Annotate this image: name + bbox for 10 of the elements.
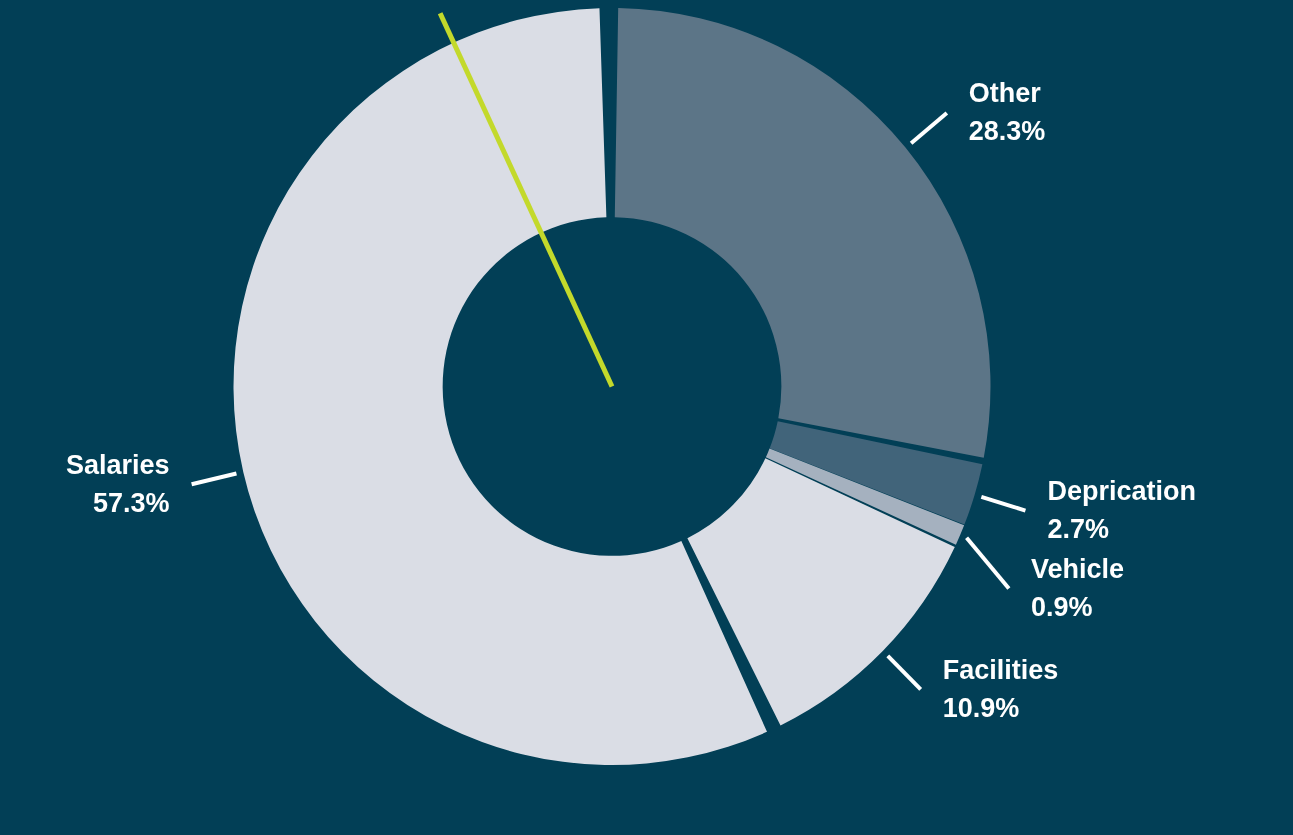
slice-label: Salaries: [66, 449, 170, 480]
slice-label: Deprication: [1047, 476, 1196, 507]
slice-label: Vehicle: [1030, 554, 1124, 585]
data-label: 0.9%: [1030, 592, 1093, 623]
data-label: 2.7%: [1047, 514, 1109, 545]
data-label: 10.9%: [942, 692, 1020, 723]
data-label: 57.3%: [93, 487, 170, 518]
slice-label: Facilities: [942, 654, 1059, 685]
data-label: 28.3%: [968, 116, 1046, 147]
slice-label: Other: [968, 78, 1042, 109]
